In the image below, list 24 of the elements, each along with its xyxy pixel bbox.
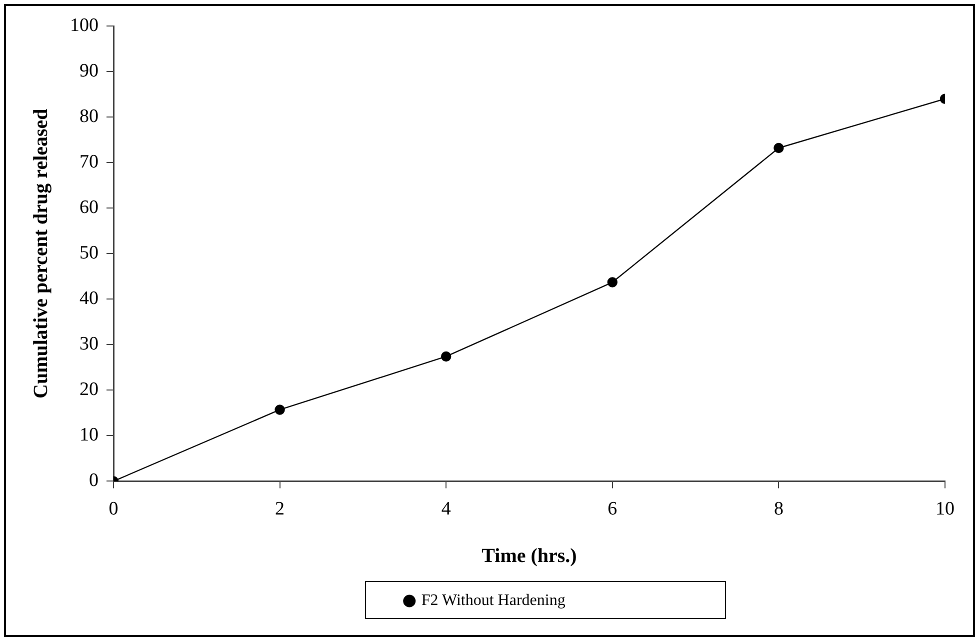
- y-tick-label: 40: [80, 288, 98, 310]
- x-tick-label: 2: [275, 498, 285, 520]
- point: [607, 277, 618, 288]
- y-tick-label: 10: [80, 424, 98, 446]
- x-tick-label: 0: [108, 498, 118, 520]
- x-tick-label: 6: [608, 498, 618, 520]
- x-tick-label: 8: [774, 498, 784, 520]
- y-tick-label: 100: [70, 14, 98, 36]
- y-tick-label: 0: [89, 470, 98, 492]
- legend-label: F2 Without Hardening: [421, 592, 566, 610]
- x-axis-title: Time (hrs.): [482, 545, 577, 568]
- y-tick-label: 30: [80, 334, 98, 355]
- y-tick-label: 70: [80, 152, 98, 173]
- y-tick-label: 50: [80, 242, 98, 264]
- y-axis-title: Cumulative percent drug released: [30, 108, 52, 398]
- x-tick-label: 10: [936, 498, 954, 520]
- point: [441, 351, 452, 362]
- point: [774, 142, 784, 154]
- x-tick-label: 4: [441, 498, 452, 520]
- y-tick-label: 60: [80, 197, 98, 218]
- y-tick-label: 80: [80, 106, 98, 128]
- point: [274, 404, 285, 415]
- y-tick-label: 90: [80, 60, 98, 82]
- y-tick-label: 20: [80, 379, 98, 400]
